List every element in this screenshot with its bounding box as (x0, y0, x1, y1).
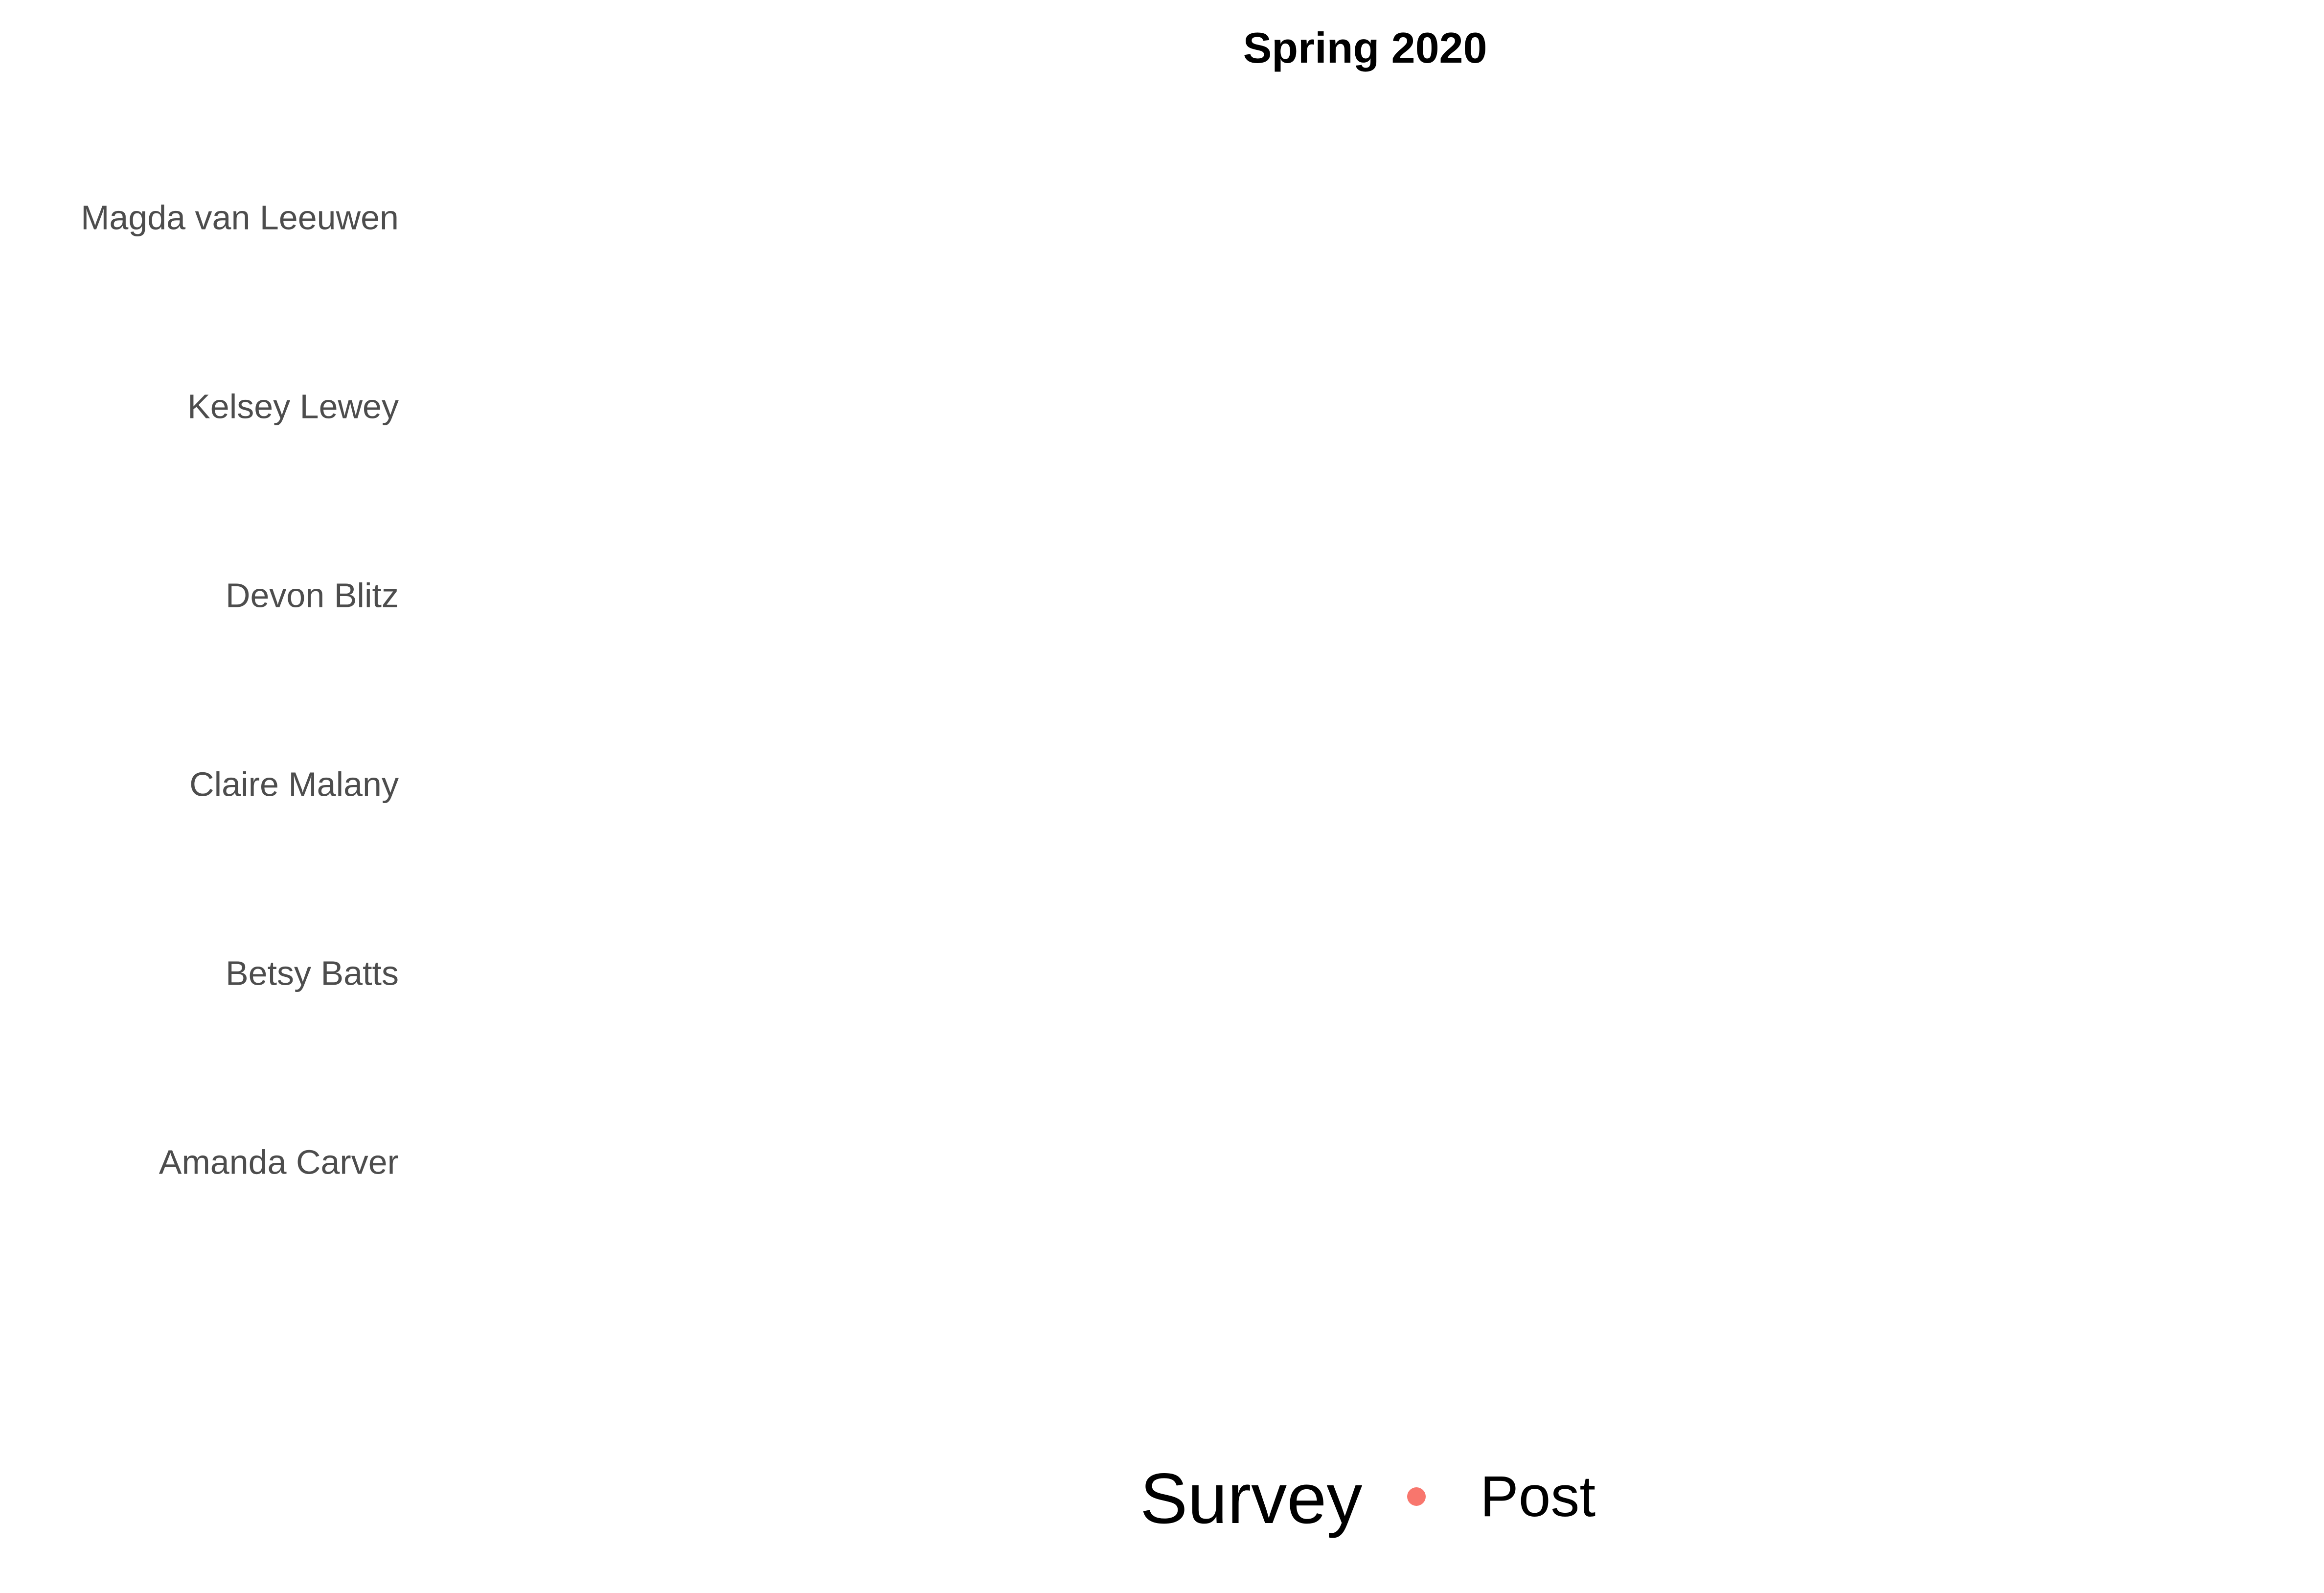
legend-label: Post (1480, 1464, 1595, 1529)
y-tick-label: Devon Blitz (226, 576, 399, 614)
y-tick-label: Magda van Leeuwen (81, 198, 399, 236)
legend-title: Survey (1140, 1458, 1362, 1538)
y-tick-label: Kelsey Lewey (187, 387, 399, 425)
y-tick-label: Amanda Carver (159, 1143, 399, 1181)
legend-items: Post (1407, 1464, 1595, 1529)
y-tick-label: Betsy Batts (226, 954, 399, 992)
chart-title: Spring 2020 (1243, 23, 1487, 72)
legend: Survey Post (1140, 1458, 1595, 1538)
legend-key-point (1407, 1487, 1426, 1506)
y-axis-labels: Magda van Leeuwen Kelsey Lewey Devon Blitz… (81, 198, 399, 1181)
y-tick-label: Claire Malany (189, 765, 399, 803)
